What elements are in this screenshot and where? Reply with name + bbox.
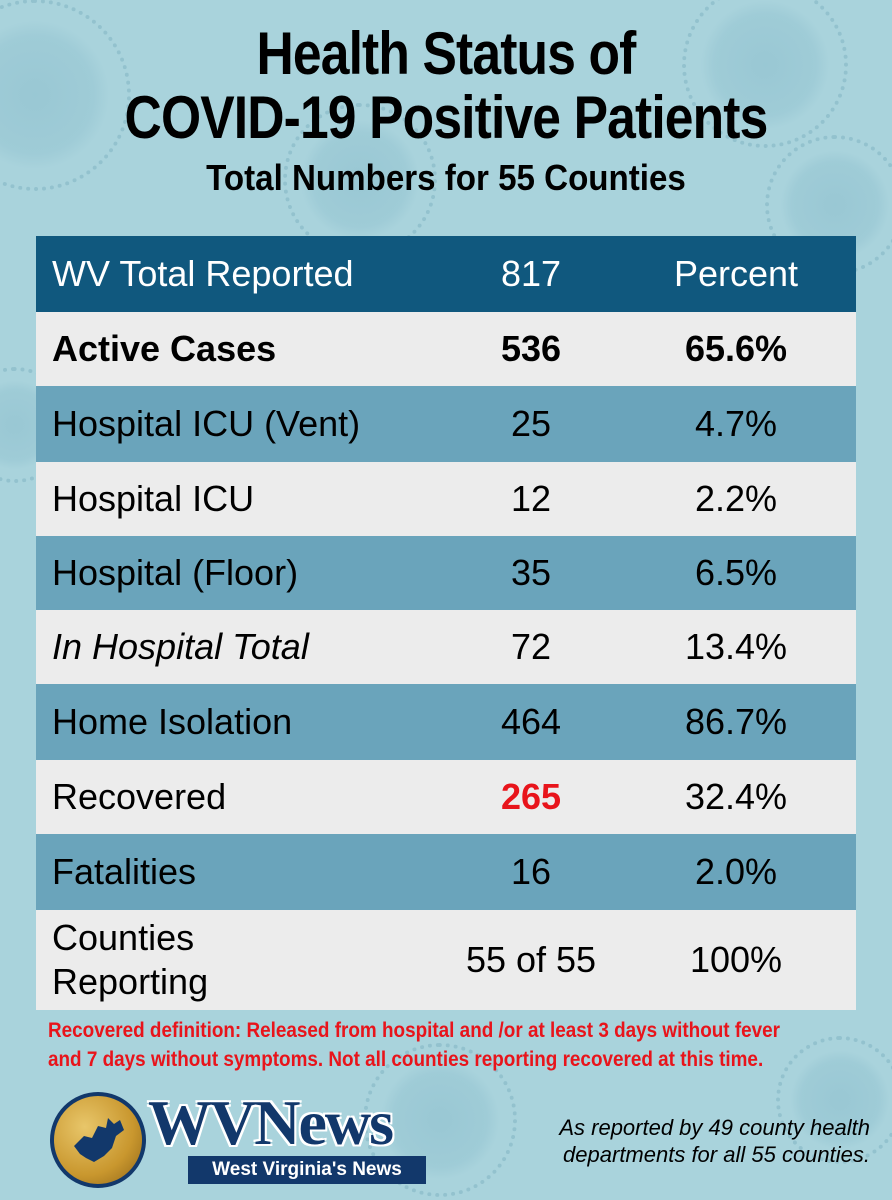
row-value: 72: [446, 610, 616, 684]
header-label: WV Total Reported: [36, 236, 446, 312]
page-title-line1: Health Status of: [256, 20, 636, 87]
row-label-line1: Counties: [52, 917, 195, 958]
row-percent: 86.7%: [616, 684, 856, 760]
row-label: In Hospital Total: [36, 610, 446, 684]
row-value: 536: [446, 312, 616, 386]
virus-decoration: [283, 103, 437, 257]
logo-tagline: West Virginia's News: [188, 1156, 426, 1184]
table-row: Hospital ICU (Vent) 25 4.7%: [36, 386, 856, 462]
source-attribution: As reported by 49 county health departme…: [460, 1114, 870, 1168]
recovered-definition-note: Recovered definition: Released from hosp…: [48, 1016, 795, 1074]
row-percent: 65.6%: [616, 312, 856, 386]
header-percent: Percent: [616, 236, 856, 312]
row-percent: 2.2%: [616, 462, 856, 536]
row-label: Hospital ICU (Vent): [36, 386, 446, 462]
row-label: Home Isolation: [36, 684, 446, 760]
virus-decoration: [776, 1036, 892, 1164]
logo-wordmark: WVNews: [148, 1087, 394, 1158]
note-line2: and 7 days without symptoms. Not all cou…: [48, 1048, 764, 1071]
virus-decoration: [681, 0, 849, 149]
row-value: 16: [446, 834, 616, 910]
row-label: Active Cases: [36, 312, 446, 386]
table-header-row: WV Total Reported 817 Percent: [36, 236, 856, 312]
table-row: Fatalities 16 2.0%: [36, 834, 856, 910]
row-percent: 32.4%: [616, 760, 856, 834]
row-percent: 13.4%: [616, 610, 856, 684]
row-label: Recovered: [36, 760, 446, 834]
row-label: Counties Reporting: [36, 910, 446, 1010]
page-title-line2: COVID-19 Positive Patients: [124, 84, 769, 151]
row-value: 12: [446, 462, 616, 536]
row-label: Hospital ICU: [36, 462, 446, 536]
table-row: In Hospital Total 72 13.4%: [36, 610, 856, 684]
row-value: 35: [446, 536, 616, 610]
wvnews-logo: WVNews West Virginia's News: [50, 1088, 430, 1188]
row-value: 55 of 55: [446, 910, 616, 1010]
source-line2: departments for all 55 counties.: [563, 1142, 870, 1167]
row-value: 464: [446, 684, 616, 760]
table-row: Counties Reporting 55 of 55 100%: [36, 910, 856, 1010]
title-block: Health Status of COVID-19 Positive Patie…: [0, 22, 892, 200]
note-line1: Recovered definition: Released from hosp…: [48, 1019, 781, 1042]
row-label: Hospital (Floor): [36, 536, 446, 610]
table-row: Hospital ICU 12 2.2%: [36, 462, 856, 536]
row-label: Fatalities: [36, 834, 446, 910]
header-total: 817: [446, 236, 616, 312]
row-percent: 6.5%: [616, 536, 856, 610]
table-row: Recovered 265 32.4%: [36, 760, 856, 834]
table-row: Home Isolation 464 86.7%: [36, 684, 856, 760]
row-percent: 100%: [616, 910, 856, 1010]
row-value: 25: [446, 386, 616, 462]
row-percent: 4.7%: [616, 386, 856, 462]
row-percent: 2.0%: [616, 834, 856, 910]
row-value-recovered: 265: [446, 760, 616, 834]
page-subtitle: Total Numbers for 55 Counties: [206, 157, 686, 198]
status-table: WV Total Reported 817 Percent Active Cas…: [36, 236, 856, 1010]
table-row: Active Cases 536 65.6%: [36, 312, 856, 386]
table-row: Hospital (Floor) 35 6.5%: [36, 536, 856, 610]
source-line1: As reported by 49 county health: [559, 1115, 870, 1140]
west-virginia-map-icon: [50, 1092, 146, 1188]
row-label-line2: Reporting: [52, 961, 209, 1002]
